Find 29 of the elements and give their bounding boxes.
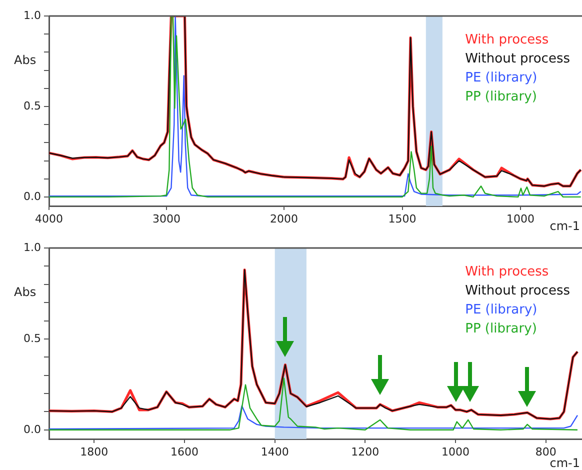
- y-tick-label: 0.5: [24, 332, 41, 345]
- text: PP (library): [465, 89, 537, 104]
- x-tick-label: 1000: [506, 212, 535, 226]
- x-axis-title: cm-1: [550, 456, 580, 470]
- y-tick-label: 0.0: [24, 422, 41, 436]
- x-axis-title: cm-1: [550, 219, 580, 233]
- y-tick-label: 1.0: [24, 240, 41, 254]
- y-tick-label: 0.5: [24, 99, 41, 112]
- x-tick-label: 4000: [35, 212, 63, 226]
- x-tick-label: 3000: [152, 212, 180, 226]
- x-tick-label: 1500: [388, 212, 416, 226]
- y-axis-title: Abs: [14, 53, 36, 68]
- text: Without process: [465, 51, 570, 66]
- x-tick-label: 1000: [442, 445, 470, 458]
- text: PE (library): [465, 302, 538, 318]
- x-tick-label: 1400: [260, 445, 289, 458]
- x-tick-label: 800: [535, 445, 556, 458]
- x-tick-label: 1200: [351, 445, 380, 458]
- x-tick-label: 2000: [270, 212, 298, 226]
- text: PE (library): [465, 70, 538, 86]
- y-axis-title: Abs: [14, 285, 36, 300]
- y-tick-label: 1.0: [24, 8, 41, 22]
- x-tick-label: 1600: [170, 445, 199, 458]
- text: With process: [465, 32, 549, 48]
- text: With process: [465, 264, 549, 280]
- text: PP (library): [465, 321, 537, 336]
- x-tick-label: 1800: [80, 445, 108, 458]
- y-tick-label: 0.0: [24, 190, 41, 203]
- text: Without process: [465, 283, 570, 298]
